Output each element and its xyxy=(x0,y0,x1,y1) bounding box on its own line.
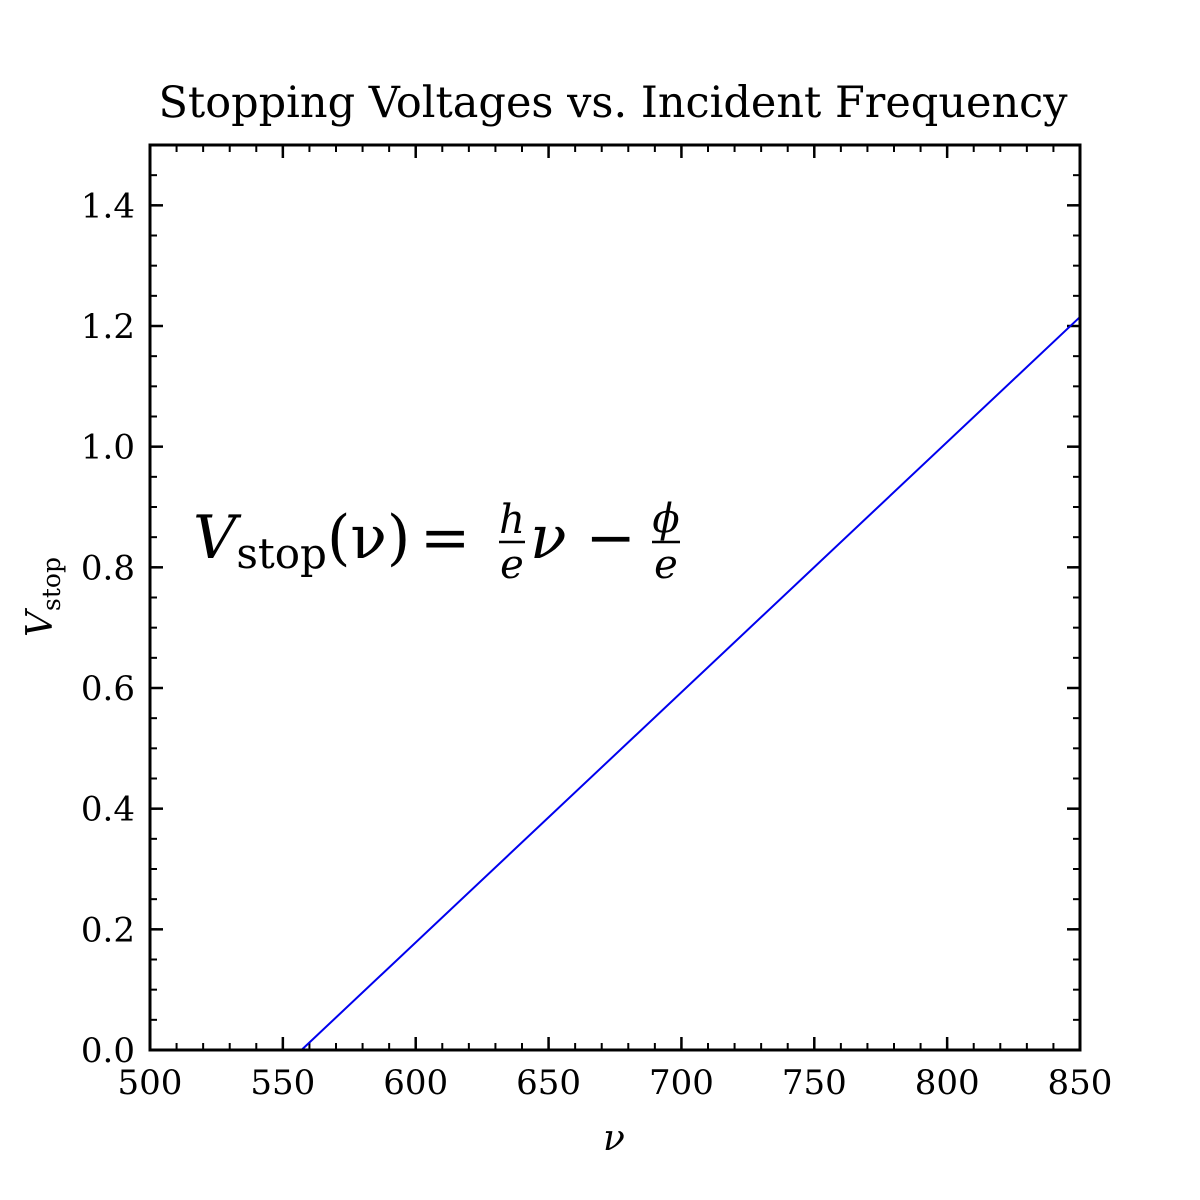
y-tick-label: 0.2 xyxy=(81,910,135,950)
formula-frac1-den: e xyxy=(500,542,524,588)
formula-frac2-num: ϕ xyxy=(652,496,679,542)
y-tick-labels: 0.0 0.2 0.4 0.6 0.8 1.0 1.2 1.4 xyxy=(81,186,135,1071)
x-tick-label: 650 xyxy=(516,1063,581,1103)
x-tick-label: 800 xyxy=(915,1063,980,1103)
y-tick-label: 1.2 xyxy=(81,307,135,347)
formula-mid: ν − xyxy=(530,503,636,573)
formula-frac1-num: h xyxy=(499,497,525,543)
y-axis-label-sub: stop xyxy=(37,557,66,611)
y-axis-label: Vstop xyxy=(20,557,66,637)
formula-frac2-den: e xyxy=(654,542,678,588)
x-tick-label: 850 xyxy=(1048,1063,1113,1103)
formula-sub: stop xyxy=(236,529,327,578)
series-line xyxy=(300,316,1081,1051)
plot-frame xyxy=(148,143,1082,1052)
y-tick-label: 1.0 xyxy=(81,428,135,468)
formula-v: V xyxy=(193,503,242,573)
major-ticks xyxy=(148,145,1082,1052)
x-tick-label: 550 xyxy=(250,1063,315,1103)
x-tick-labels: 500 550 600 650 700 750 800 850 xyxy=(118,1063,1113,1103)
y-tick-label: 0.4 xyxy=(81,790,135,830)
x-tick-label: 750 xyxy=(782,1063,847,1103)
formula-lhs: Vstop(ν) xyxy=(193,503,410,578)
y-axis-label-main: V xyxy=(20,607,61,637)
chart-title: Stopping Voltages vs. Incident Frequency xyxy=(158,78,1068,128)
formula-annotation: Vstop(ν) = h e ν − ϕ e xyxy=(193,496,680,588)
x-tick-label: 700 xyxy=(649,1063,714,1103)
y-tick-label: 1.4 xyxy=(81,186,135,226)
formula-equals: = xyxy=(420,503,470,573)
y-tick-label: 0.8 xyxy=(81,548,135,588)
y-tick-label: 0.0 xyxy=(81,1031,135,1071)
x-tick-label: 500 xyxy=(118,1063,183,1103)
x-tick-label: 600 xyxy=(383,1063,448,1103)
formula-arg: (ν) xyxy=(327,503,410,573)
x-axis-label: ν xyxy=(603,1118,625,1159)
minor-ticks xyxy=(149,144,1081,1051)
y-tick-label: 0.6 xyxy=(81,669,135,709)
series-layer xyxy=(300,316,1081,1051)
